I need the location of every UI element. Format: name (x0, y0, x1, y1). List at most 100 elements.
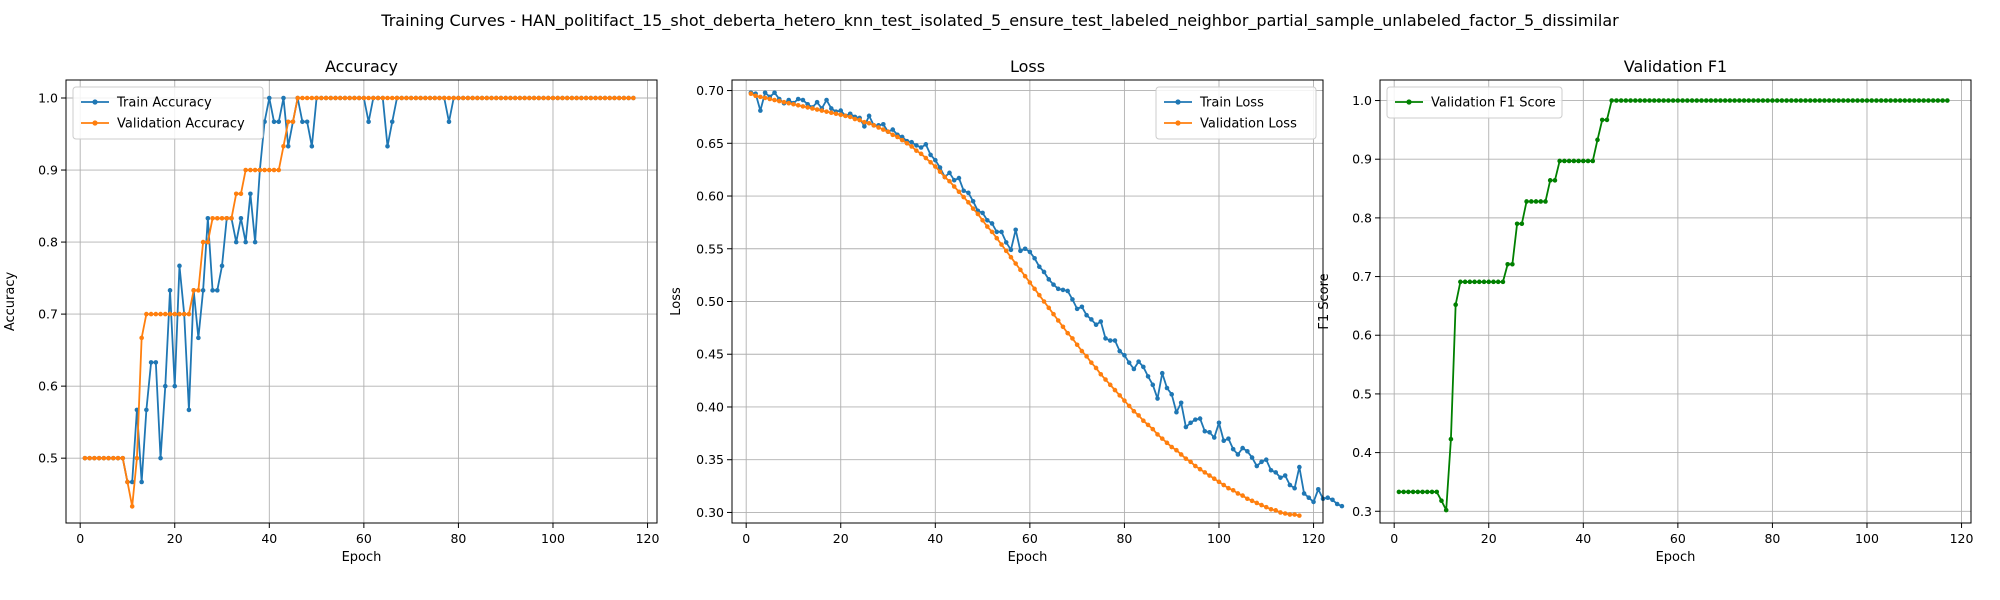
data-point (1481, 279, 1487, 285)
data-point (508, 95, 513, 101)
data-point (1051, 311, 1056, 317)
data-point (541, 95, 546, 101)
data-point (1779, 98, 1785, 103)
legend: Validation F1 Score (1386, 86, 1563, 119)
data-point (1902, 98, 1908, 103)
data-point (909, 144, 914, 149)
data-point (437, 95, 442, 101)
data-point (999, 229, 1004, 235)
data-point (82, 455, 88, 461)
data-point (593, 95, 598, 101)
data-point (923, 155, 929, 161)
data-point (1046, 277, 1052, 282)
y-tick-label: 0.5 (38, 451, 58, 466)
data-point (828, 106, 834, 111)
data-point (918, 145, 924, 150)
data-point (985, 224, 990, 229)
data-point (999, 242, 1004, 247)
data-point (1406, 489, 1411, 495)
data-point (569, 95, 575, 101)
data-point (196, 288, 201, 293)
data-point (456, 95, 461, 101)
data-point (1107, 382, 1113, 388)
data-point (153, 360, 159, 365)
grid (1380, 80, 1971, 523)
data-point (1216, 479, 1222, 485)
data-point (1287, 482, 1293, 488)
data-point (1003, 248, 1009, 254)
data-point (1491, 279, 1496, 285)
data-point (1079, 304, 1085, 310)
data-point (574, 95, 579, 101)
data-point (446, 95, 452, 101)
data-point (1292, 512, 1297, 517)
data-point (966, 200, 971, 205)
data-point (1098, 319, 1104, 324)
y-tick-label: 0.35 (696, 452, 724, 467)
data-point (1590, 158, 1596, 164)
data-point (985, 217, 990, 223)
legend-marker (92, 120, 98, 126)
data-point (607, 95, 613, 101)
y-tick-label: 1.0 (1352, 93, 1372, 108)
data-point (1169, 392, 1174, 397)
data-point (139, 479, 144, 485)
data-point (285, 143, 291, 149)
data-point (399, 95, 404, 101)
data-point (828, 110, 834, 115)
data-point (890, 127, 896, 132)
data-point (857, 117, 862, 123)
data-point (205, 216, 211, 221)
data-point (120, 455, 126, 461)
legend: Train Accuracy Validation Accuracy (72, 86, 264, 140)
data-point (1670, 98, 1676, 103)
data-point (148, 360, 154, 365)
data-point (1037, 264, 1042, 269)
grid (66, 80, 657, 523)
data-point (1557, 158, 1562, 164)
data-point (847, 111, 853, 117)
data-point (1453, 302, 1458, 308)
data-point (1112, 338, 1118, 343)
data-point (1514, 221, 1520, 227)
data-point (1164, 385, 1170, 391)
x-tick-label: 20 (1481, 531, 1497, 546)
data-point (1254, 463, 1260, 469)
x-tick-label: 60 (1670, 531, 1686, 546)
data-point (1041, 269, 1047, 275)
data-point (1614, 98, 1619, 103)
data-point (101, 455, 107, 461)
data-point (267, 167, 272, 173)
x-tick-label: 100 (541, 531, 565, 546)
data-point (243, 239, 248, 245)
data-point (1098, 371, 1104, 377)
data-point (1032, 255, 1037, 261)
data-point (1727, 98, 1733, 103)
series-line (84, 97, 634, 483)
data-point (219, 263, 225, 269)
data-point (517, 95, 523, 101)
x-tick-label: 40 (1575, 531, 1591, 546)
data-point (1055, 318, 1061, 323)
data-point (881, 122, 886, 127)
data-point (238, 216, 244, 221)
data-point (1940, 98, 1945, 103)
data-point (805, 101, 810, 107)
data-point (1401, 489, 1406, 495)
data-point (1245, 448, 1250, 454)
f1-panel: 0 20 40 60 80 100 120 0.3 0.4 0.5 0.6 0.7 0.8 0.9 1.0 V… (1317, 57, 1974, 565)
y-tick-label: 1.0 (38, 91, 58, 106)
y-tick-label: 0.40 (696, 399, 724, 414)
data-point (550, 95, 556, 101)
data-point (186, 407, 192, 413)
data-point (352, 95, 357, 101)
data-point (1826, 98, 1832, 103)
data-point (1708, 98, 1714, 103)
data-point (1434, 489, 1440, 495)
data-point (238, 191, 244, 197)
data-point (862, 124, 867, 129)
data-point (956, 189, 962, 195)
series-line (1398, 99, 1948, 511)
data-point (838, 112, 844, 118)
